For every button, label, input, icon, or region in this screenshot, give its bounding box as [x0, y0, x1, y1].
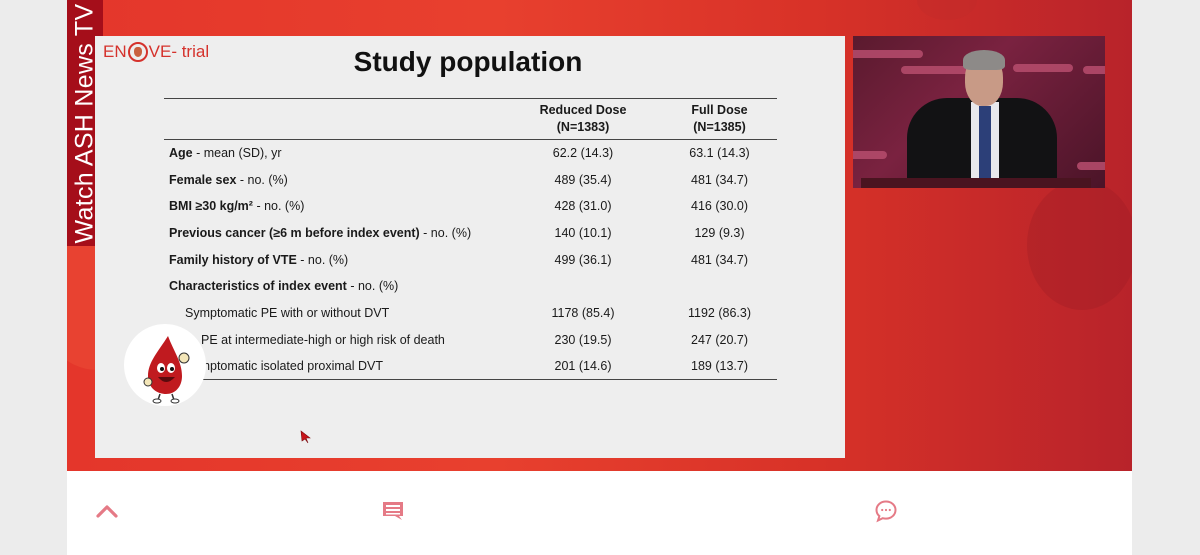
full-dose-value: 129 (9.3)	[694, 225, 745, 240]
presentation-slide: EN VE - trial Study population Reduced D…	[95, 36, 845, 458]
table-row: Characteristics of index event - no. (%)	[164, 273, 777, 300]
reduced-dose-value	[504, 273, 662, 300]
logo-suffix: VE	[148, 42, 172, 61]
row-label-rest: - mean (SD), yr	[192, 146, 282, 161]
row-label: PE at intermediate-high or high risk of …	[164, 326, 504, 353]
video-player[interactable]: Watch ASH News TV EN VE - trial Study po…	[67, 0, 1132, 471]
chat-bubble-icon	[875, 500, 897, 523]
reduced-dose-value: 62.2 (14.3)	[552, 146, 614, 161]
row-label-bold: Female sex	[169, 172, 237, 187]
header-full-n: (N=1385)	[693, 120, 746, 134]
trial-logo: EN VE - trial	[103, 42, 209, 62]
reduced-dose-value: 1178 (85.4)	[551, 305, 615, 320]
logo-prefix: EN	[103, 42, 127, 61]
blood-drop-mascot-icon	[143, 336, 190, 404]
mouse-cursor-icon	[300, 430, 311, 444]
header-full-label: Full Dose	[691, 103, 748, 117]
full-dose-value: 416 (30.0)	[691, 199, 748, 214]
header-reduced-n: (N=1383)	[556, 120, 610, 134]
row-label: Previous cancer (≥6 m before index event…	[164, 220, 504, 247]
presenter-hair	[963, 50, 1005, 70]
table-row: Female sex - no. (%) 489 (35.4) 481 (34.…	[164, 166, 777, 193]
reduced-dose-value: 428 (31.0)	[554, 199, 612, 214]
table-row: Family history of VTE - no. (%) 499 (36.…	[164, 246, 777, 273]
table-row: PE at intermediate-high or high risk of …	[164, 326, 777, 353]
stage-decor	[1083, 66, 1105, 74]
full-dose-value: 1192 (86.3)	[687, 305, 751, 320]
full-dose-value	[662, 273, 777, 300]
presenter-video-feed[interactable]	[853, 36, 1105, 188]
table-row: Symptomatic PE with or without DVT 1178 …	[164, 300, 777, 327]
row-label-rest: Symptomatic isolated proximal DVT	[185, 359, 383, 374]
slide-title: Study population	[353, 46, 583, 77]
comments-button[interactable]	[872, 497, 900, 525]
row-label-bold: Previous cancer (≥6 m before index event…	[169, 225, 420, 240]
table-row: BMI ≥30 kg/m² - no. (%) 428 (31.0) 416 (…	[164, 193, 777, 220]
row-label: Symptomatic PE with or without DVT	[164, 300, 504, 327]
row-label-rest: - no. (%)	[346, 279, 399, 294]
row-label: Family history of VTE - no. (%)	[164, 246, 504, 273]
row-label: Female sex - no. (%)	[164, 166, 504, 193]
row-label-bold: Characteristics of index event	[169, 279, 347, 294]
header-label	[164, 98, 504, 140]
full-dose-value: 247 (20.7)	[691, 332, 748, 347]
row-label: Age - mean (SD), yr	[164, 140, 504, 167]
stage-decor	[853, 151, 887, 159]
header-reduced-label: Reduced Dose	[539, 103, 627, 117]
full-dose-value: 481 (34.7)	[691, 172, 748, 187]
chevron-up-icon	[96, 505, 118, 518]
presenter-tie	[979, 106, 991, 184]
background-shape	[1027, 180, 1132, 310]
row-label-bold: Family history of VTE	[169, 252, 297, 267]
header-reduced-dose: Reduced Dose (N=1383)	[504, 98, 662, 140]
logo-trial-text: - trial	[171, 42, 210, 61]
row-label-bold: BMI ≥30 kg/m²	[169, 199, 253, 214]
podium	[861, 178, 1091, 188]
reduced-dose-value: 140 (10.1)	[554, 225, 612, 240]
stage-decor	[853, 50, 923, 58]
table-row: Symptomatic isolated proximal DVT 201 (1…	[164, 353, 777, 381]
full-dose-value: 481 (34.7)	[691, 252, 748, 267]
row-label-rest: - no. (%)	[236, 172, 288, 187]
table-row: Previous cancer (≥6 m before index event…	[164, 220, 777, 247]
table-row: Age - mean (SD), yr 62.2 (14.3) 63.1 (14…	[164, 140, 777, 167]
stage-decor	[1013, 64, 1073, 72]
scroll-up-button[interactable]	[93, 497, 121, 525]
lungs-icon	[127, 42, 148, 62]
background-shape	[917, 0, 977, 20]
reduced-dose-value: 201 (14.6)	[504, 353, 662, 381]
study-population-table: Reduced Dose (N=1383) Full Dose (N=1385)…	[164, 98, 777, 381]
message-lines-icon	[383, 502, 403, 520]
full-dose-value: 189 (13.7)	[662, 353, 777, 381]
row-label-rest: - no. (%)	[296, 252, 349, 267]
row-label: BMI ≥30 kg/m² - no. (%)	[164, 193, 504, 220]
row-label-rest: - no. (%)	[252, 199, 305, 214]
row-label-rest: Symptomatic PE with or without DVT	[185, 305, 390, 320]
reduced-dose-value: 230 (19.5)	[554, 332, 612, 347]
row-label: Symptomatic isolated proximal DVT	[164, 353, 504, 381]
table-header-row: Reduced Dose (N=1383) Full Dose (N=1385)	[164, 98, 777, 140]
bottom-action-bar	[67, 471, 1132, 555]
row-label-rest: - no. (%)	[419, 225, 472, 240]
row-label: Characteristics of index event - no. (%)	[164, 273, 504, 300]
blood-drop-mascot	[124, 324, 206, 406]
page-frame: Watch ASH News TV EN VE - trial Study po…	[67, 0, 1132, 555]
stage-decor	[901, 66, 971, 74]
row-label-bold: Age	[169, 146, 193, 161]
transcript-button[interactable]	[379, 497, 407, 525]
reduced-dose-value: 489 (35.4)	[554, 172, 612, 187]
stage-decor	[1077, 162, 1105, 170]
header-full-dose: Full Dose (N=1385)	[662, 98, 777, 140]
reduced-dose-value: 499 (36.1)	[554, 252, 612, 267]
full-dose-value: 63.1 (14.3)	[689, 146, 750, 161]
row-label-rest: PE at intermediate-high or high risk of …	[201, 332, 445, 347]
